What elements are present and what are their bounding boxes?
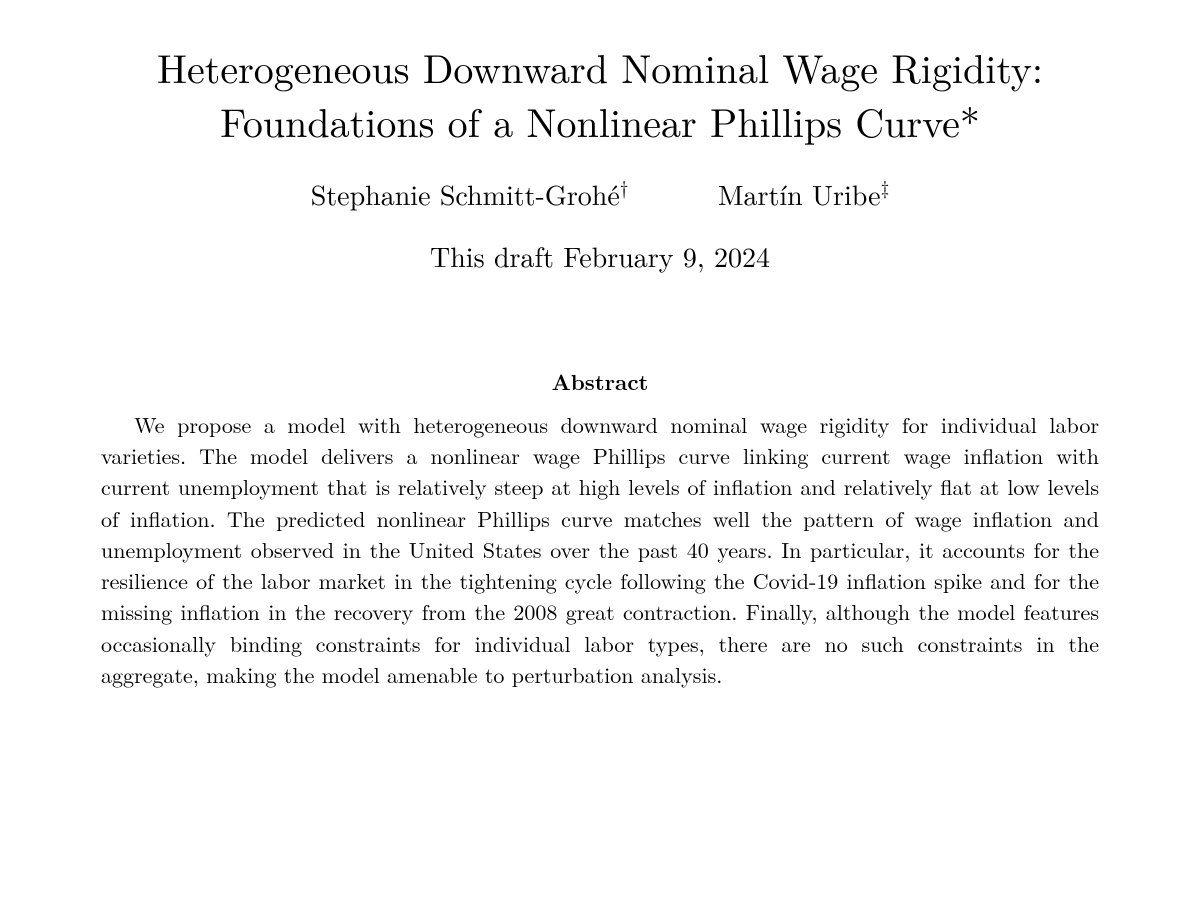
- author-1: Stephanie Schmitt-Grohé†: [311, 174, 629, 214]
- title-line-1: Heterogeneous Downward Nominal Wage Rigi…: [157, 38, 1043, 95]
- author-2-name: Martín Uribe: [718, 174, 881, 214]
- paper-title: Heterogeneous Downward Nominal Wage Rigi…: [55, 40, 1145, 148]
- author-1-marker: †: [620, 173, 629, 201]
- author-1-name: Stephanie Schmitt-Grohé: [311, 174, 620, 214]
- authors: Stephanie Schmitt-Grohé† Martín Uribe‡: [55, 174, 1145, 214]
- author-2: Martín Uribe‡: [718, 174, 889, 214]
- title-line-2: Foundations of a Nonlinear Phillips Curv…: [220, 92, 980, 149]
- abstract-body: We propose a model with heterogeneous do…: [55, 409, 1145, 690]
- abstract-heading: Abstract: [55, 366, 1145, 397]
- author-2-marker: ‡: [881, 173, 890, 201]
- draft-date: This draft February 9, 2024: [55, 236, 1145, 276]
- paper-page: Heterogeneous Downward Nominal Wage Rigi…: [0, 0, 1200, 690]
